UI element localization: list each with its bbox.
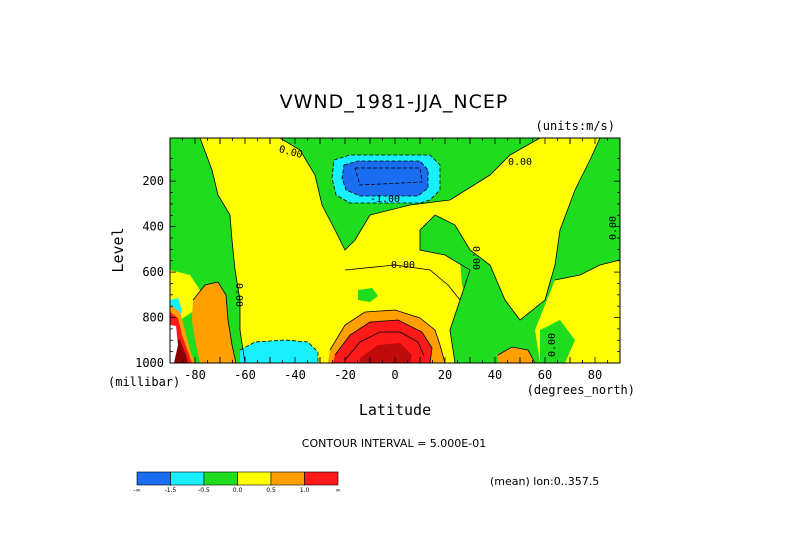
field-cyan-lower	[240, 340, 318, 363]
field-yellow-lower-middle	[345, 265, 460, 335]
field-green-patch-2	[460, 258, 490, 305]
colorbar-label: 0.0	[233, 487, 243, 494]
colorbar-swatch	[136, 471, 171, 486]
colorbar-swatch	[270, 471, 305, 486]
y-tick-label: 1000	[135, 356, 164, 370]
x-tick-label: 40	[488, 368, 502, 382]
x-tick-label: 80	[588, 368, 602, 382]
contour-labels: 0.00 0.00 -1.00 0.00 0.00 0.00 0.00 0.00	[233, 144, 619, 357]
colorbar-label: ∞	[336, 487, 341, 494]
contour-lines	[192, 138, 620, 363]
contour-label: 0.00	[547, 333, 558, 357]
x-tick-label: 60	[538, 368, 552, 382]
mean-label: (mean) lon:0..357.5	[490, 475, 599, 488]
colorbar: -∞ -1.5 -0.5 0.0 0.5 1.0 ∞	[133, 471, 341, 494]
x-tick-label: -40	[284, 368, 306, 382]
colorbar-label: -1.5	[165, 487, 177, 494]
contour-label: 0.00	[391, 260, 415, 271]
contour-interval-text: CONTOUR INTERVAL = 5.000E-01	[302, 437, 486, 450]
field-green-patch-4	[540, 320, 575, 363]
field-white-hole	[170, 325, 178, 363]
contour-field	[170, 138, 620, 363]
field-darkred-center	[360, 343, 412, 363]
field-orange-left-1	[192, 282, 236, 363]
y-tick-label: 600	[142, 265, 164, 279]
x-tick-label: 20	[438, 368, 452, 382]
contour-label: 0.00	[608, 216, 619, 240]
x-tick-label: -60	[234, 368, 256, 382]
x-tick-label: 0	[391, 368, 398, 382]
y-tick-label: 800	[142, 311, 164, 325]
x-tick-label: -20	[334, 368, 356, 382]
field-orange-right	[498, 347, 535, 363]
colorbar-label: -0.5	[198, 487, 210, 494]
contour-label: 0.00	[233, 283, 244, 307]
contour-label: 0.00	[470, 246, 481, 270]
y-tick-label: 400	[142, 220, 164, 234]
colorbar-swatch	[203, 471, 238, 486]
chart-title: VWND_1981-JJA_NCEP	[280, 91, 509, 113]
contour-label: 0.00	[508, 157, 532, 168]
field-green-patch-1	[358, 288, 378, 302]
units-label: (units:m/s)	[536, 119, 615, 133]
field-blue-upper	[342, 161, 428, 196]
x-axis-label: Latitude	[359, 401, 431, 419]
y-axis-label: Level	[109, 227, 127, 272]
colorbar-swatch	[170, 471, 205, 486]
colorbar-swatch	[304, 471, 339, 486]
colorbar-swatch	[237, 471, 272, 486]
field-yellow-region-left	[200, 138, 600, 363]
field-green-patch-3	[600, 170, 620, 240]
colorbar-label: 0.5	[266, 487, 276, 494]
y-tick-label: 200	[142, 174, 164, 188]
x-axis: -80 -60 -40 -20 0 20 40 60 80	[169, 138, 621, 382]
y-axis-units: (millibar)	[108, 375, 180, 389]
colorbar-label: 1.0	[300, 487, 310, 494]
contour-label: -1.00	[370, 194, 400, 205]
x-axis-units: (degrees_north)	[527, 383, 635, 397]
x-tick-label: -80	[184, 368, 206, 382]
y-axis: 200 400 600 800 1000	[135, 158, 620, 370]
colorbar-label: -∞	[133, 487, 140, 494]
